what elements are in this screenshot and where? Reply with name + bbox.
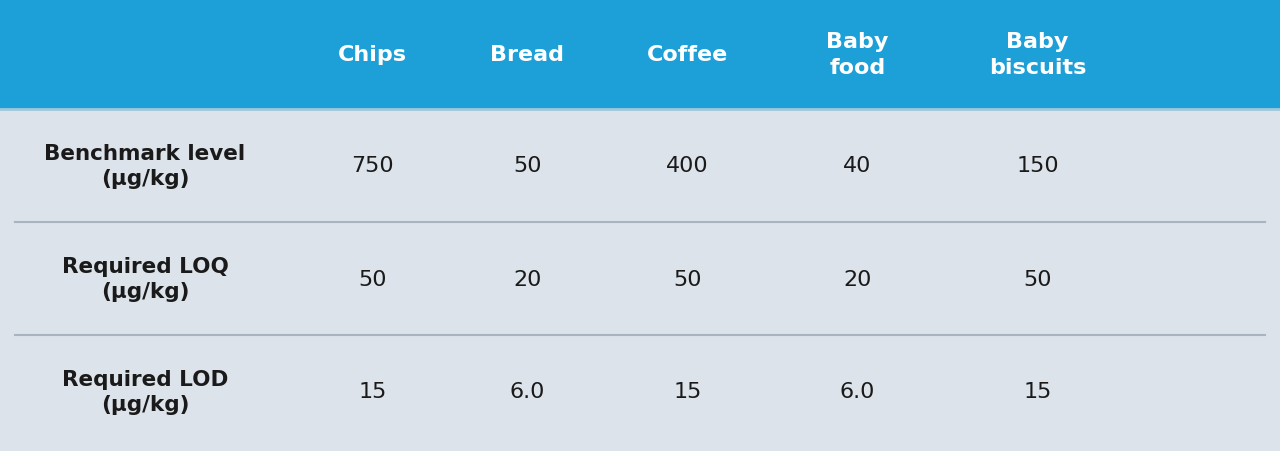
Text: 6.0: 6.0 [509, 382, 545, 401]
Bar [0, 335, 1280, 448]
Text: Required LOD
(μg/kg): Required LOD (μg/kg) [61, 369, 228, 414]
Text: 150: 150 [1016, 156, 1059, 176]
Text: Baby
food: Baby food [827, 32, 888, 78]
Text: 50: 50 [358, 269, 387, 289]
Text: Baby
biscuits: Baby biscuits [989, 32, 1087, 78]
Bar [0, 0, 1280, 110]
Text: 15: 15 [1023, 382, 1052, 401]
Text: Coffee: Coffee [646, 45, 728, 65]
Text: 50: 50 [513, 156, 541, 176]
Text: 20: 20 [513, 269, 541, 289]
Text: 50: 50 [673, 269, 701, 289]
Text: 6.0: 6.0 [840, 382, 876, 401]
Text: Chips: Chips [338, 45, 407, 65]
Bar [0, 222, 1280, 335]
Text: 400: 400 [666, 156, 709, 176]
Text: 50: 50 [1023, 269, 1052, 289]
Text: 20: 20 [844, 269, 872, 289]
Text: 40: 40 [844, 156, 872, 176]
Text: 15: 15 [673, 382, 701, 401]
Bar [0, 110, 1280, 222]
Text: 15: 15 [358, 382, 387, 401]
Text: Benchmark level
(μg/kg): Benchmark level (μg/kg) [45, 143, 246, 189]
Text: 750: 750 [351, 156, 394, 176]
Text: Bread: Bread [490, 45, 564, 65]
Text: Required LOQ
(μg/kg): Required LOQ (μg/kg) [61, 256, 228, 302]
